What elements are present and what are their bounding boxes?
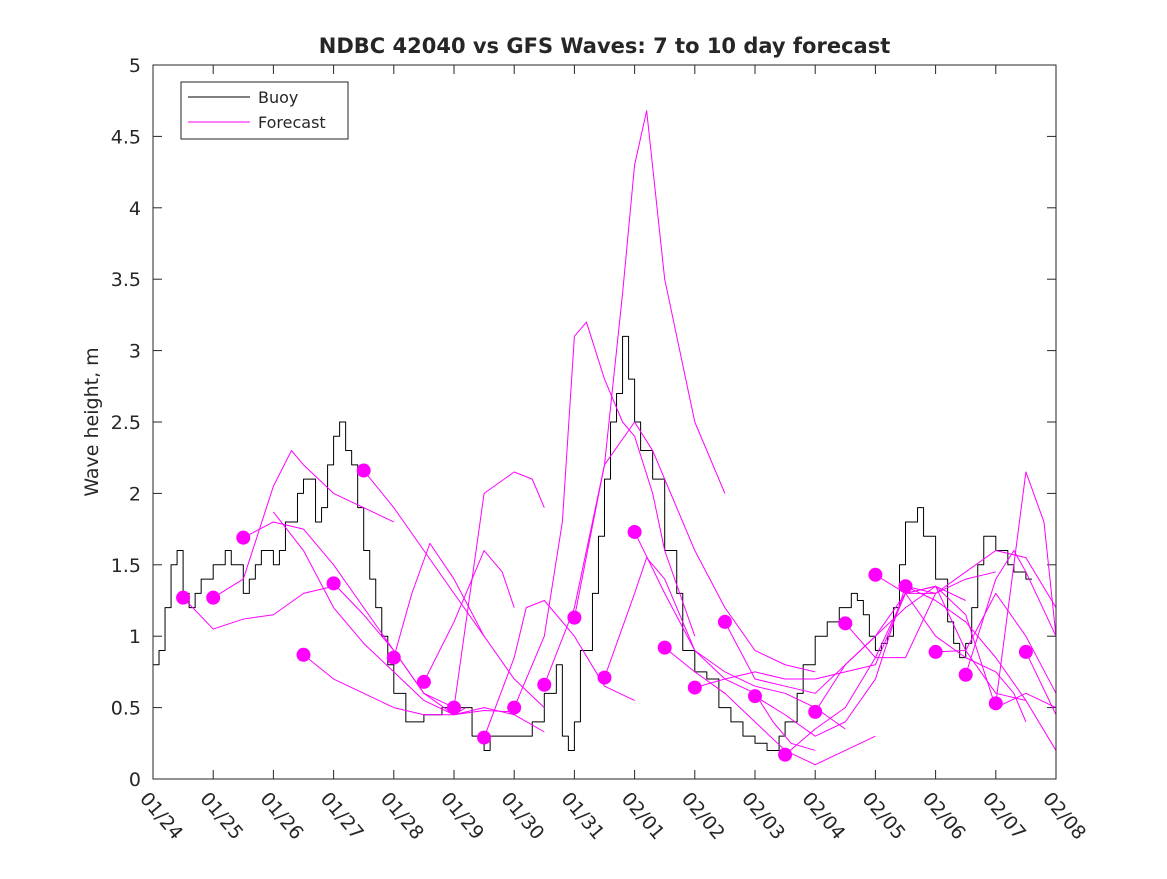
forecast-series-line — [273, 511, 515, 716]
forecast-start-marker — [717, 614, 732, 629]
forecast-series-line — [303, 654, 545, 733]
forecast-start-marker — [537, 677, 552, 692]
forecast-series-line — [182, 585, 334, 630]
y-tick-labels: 0 0.5 1 1.5 2 2.5 3 3.5 4 4.5 5 — [111, 55, 141, 791]
legend-forecast-label: Forecast — [258, 113, 326, 132]
forecast-series-line — [664, 647, 876, 766]
forecast-start-marker — [657, 640, 672, 655]
forecast-series-line — [634, 531, 846, 730]
forecast-start-marker — [748, 689, 762, 704]
forecast-start-marker — [958, 667, 973, 682]
forecast-start-marker — [627, 524, 642, 539]
forecast-start-marker — [176, 590, 191, 605]
forecast-series-line — [905, 585, 1057, 751]
chart-title: NDBC 42040 vs GFS Waves: 7 to 10 day for… — [319, 34, 890, 58]
forecast-start-marker — [477, 730, 492, 745]
forecast-series-line — [604, 557, 816, 751]
y-tick-label: 2.5 — [111, 412, 141, 434]
y-tick-label: 2 — [129, 483, 141, 505]
forecast-series-line — [543, 110, 726, 685]
forecast-start-marker — [928, 644, 943, 659]
forecast-start-marker — [868, 567, 883, 582]
forecast-series-line — [995, 471, 1057, 704]
y-tick-label: 4 — [129, 198, 141, 220]
forecast-start-marker — [326, 576, 341, 591]
forecast-start-marker — [416, 674, 431, 689]
forecast-series-line — [483, 600, 635, 738]
legend-buoy-label: Buoy — [258, 88, 298, 107]
forecast-start-marker — [687, 680, 702, 695]
forecast-start-marker — [567, 610, 582, 625]
legend: Buoy Forecast — [180, 81, 349, 140]
y-tick-label: 3 — [129, 341, 141, 363]
forecast-series-line — [212, 450, 395, 599]
forecast-start-marker — [356, 463, 371, 478]
forecast-series-line — [423, 550, 515, 683]
forecast-series-line — [875, 574, 1027, 723]
forecast-series-line — [965, 550, 1057, 675]
forecast-start-marker — [236, 530, 251, 545]
y-tick-label: 3.5 — [111, 269, 141, 291]
forecast-start-marker — [988, 696, 1003, 711]
forecast-start-marker — [597, 670, 612, 685]
forecast-series-line — [453, 471, 545, 708]
forecast-series-line — [1025, 651, 1057, 715]
y-tick-label: 5 — [129, 55, 141, 77]
y-tick-label: 1 — [129, 626, 141, 648]
forecast-start-marker — [838, 616, 853, 631]
forecast-series-line — [935, 592, 1057, 694]
forecast-series-line — [844, 550, 1057, 659]
forecast-start-marker — [898, 579, 913, 594]
forecast-start-marker — [507, 700, 522, 715]
forecast-start-marker — [808, 704, 823, 719]
forecast-start-marker — [296, 647, 311, 662]
y-tick-label: 0 — [129, 769, 141, 791]
forecast-series-line — [754, 571, 996, 737]
plot-area — [153, 110, 1057, 766]
forecast-start-marker — [206, 590, 221, 605]
legend-box — [180, 81, 349, 140]
forecast-series-line — [573, 421, 816, 673]
axes-frame — [152, 64, 1057, 780]
forecast-start-marker — [447, 700, 461, 715]
forecast-start-marker — [778, 747, 793, 762]
forecast-start-marker — [1018, 644, 1033, 659]
forecast-series-line — [363, 470, 485, 637]
forecast-series-line — [513, 321, 696, 708]
y-tick-label: 0.5 — [111, 698, 141, 720]
y-tick-label: 1.5 — [111, 555, 141, 577]
y-axis-label: Wave height, m — [81, 347, 103, 496]
forecast-start-marker — [386, 650, 401, 665]
y-tick-label: 4.5 — [111, 126, 141, 148]
forecast-series-line — [393, 542, 545, 708]
